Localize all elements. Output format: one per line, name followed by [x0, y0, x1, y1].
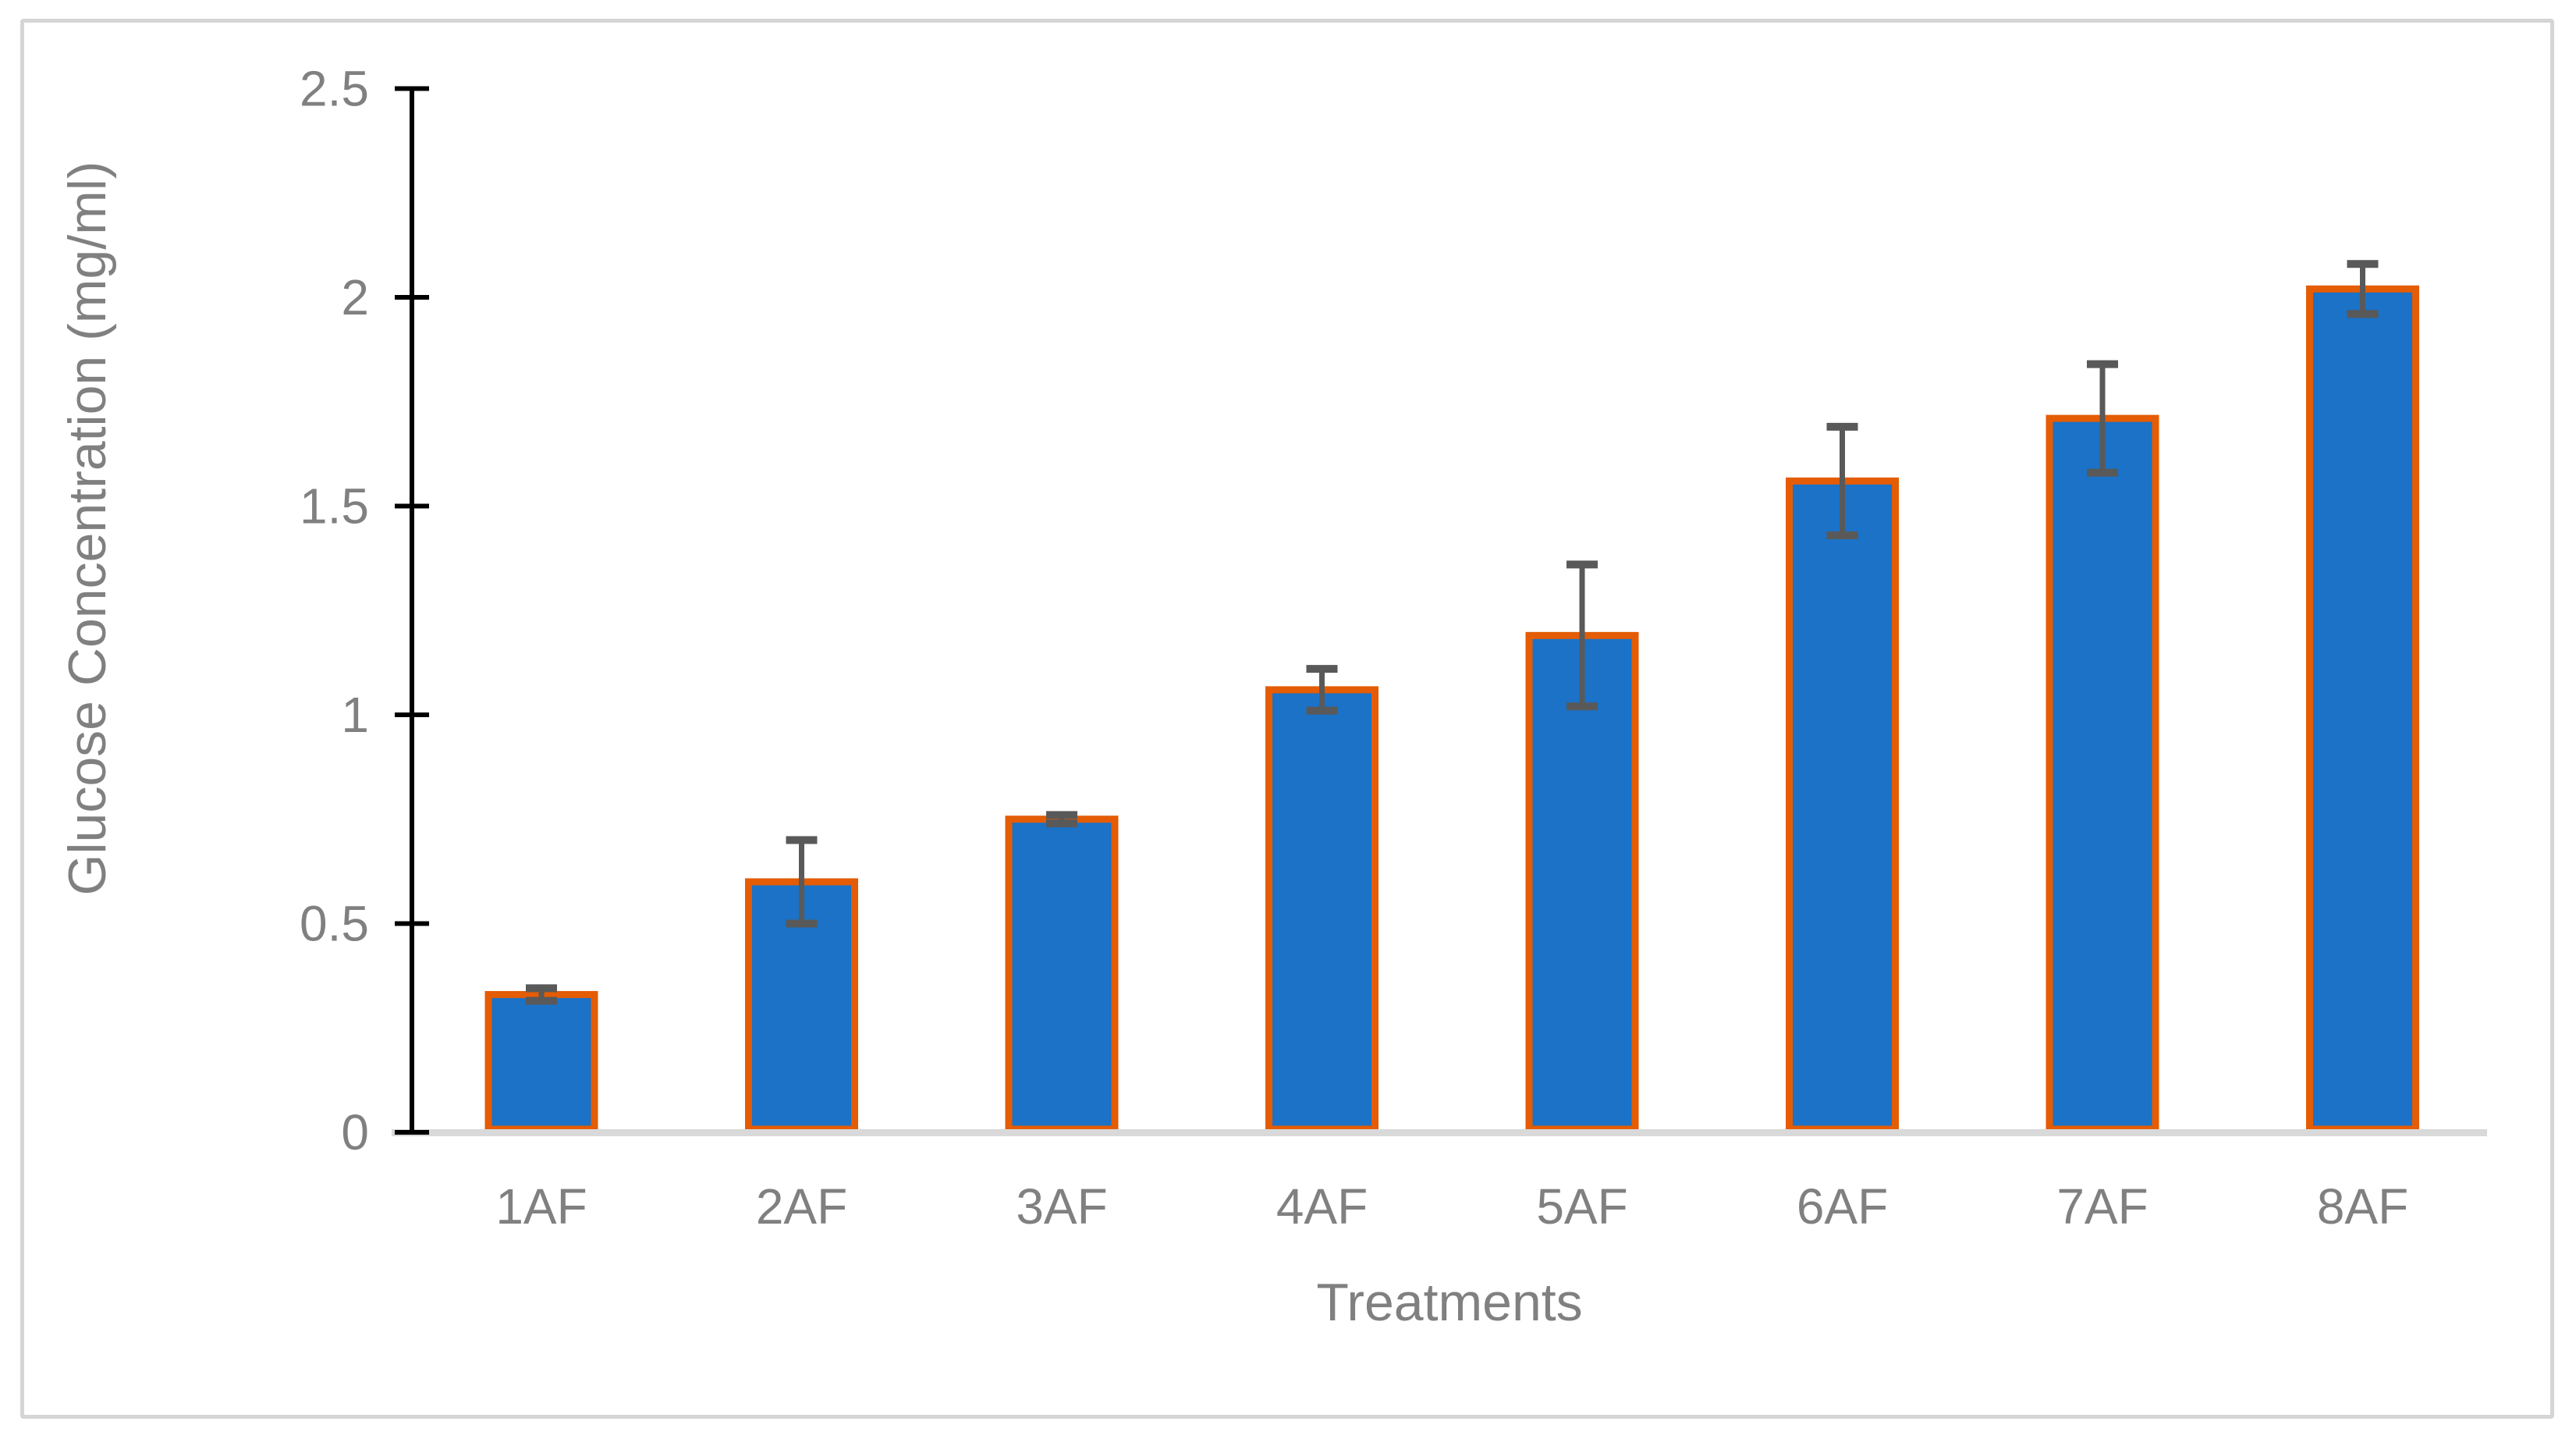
- bars-layer: [484, 285, 2419, 1133]
- x-category-label-6AF: 6AF: [1797, 1178, 1888, 1235]
- x-category-label-3AF: 3AF: [1016, 1178, 1107, 1235]
- x-category-label-5AF: 5AF: [1536, 1178, 1627, 1235]
- error-bar-5AF: [1567, 560, 1598, 711]
- error-bar-1AF: [526, 984, 557, 1005]
- bar-8AF: [2306, 285, 2419, 1133]
- y-axis-title: Glucose Concentration (mg/ml): [58, 161, 117, 895]
- y-tick-label-0: 0: [341, 1104, 369, 1160]
- x-category-label-4AF: 4AF: [1276, 1178, 1368, 1235]
- error-bar-7AF: [2087, 360, 2118, 477]
- x-category-label-7AF: 7AF: [2056, 1178, 2148, 1235]
- x-axis-title: Treatments: [1316, 1273, 1582, 1332]
- error-bar-6AF: [1826, 422, 1858, 539]
- error-bar-8AF: [2347, 260, 2379, 318]
- y-tick-labels-layer: 0 0.5 1 1.5 2 2.5: [300, 61, 369, 1161]
- x-category-labels-layer: 1AF 2AF 3AF 4AF 5AF 6AF 7AF 8AF: [495, 1178, 2408, 1235]
- y-tick-label-2.5: 2.5: [300, 61, 369, 117]
- y-tick-label-1: 1: [341, 687, 369, 743]
- x-category-label-1AF: 1AF: [495, 1178, 587, 1235]
- bar-4AF: [1265, 686, 1378, 1133]
- x-category-label-2AF: 2AF: [756, 1178, 847, 1235]
- bar-6AF: [1786, 477, 1899, 1133]
- bar-1AF: [484, 990, 598, 1133]
- x-baseline-layer: [392, 1129, 2487, 1136]
- bar-7AF: [2046, 414, 2159, 1133]
- x-axis-baseline: [392, 1129, 2487, 1136]
- y-tick-label-2: 2: [341, 269, 369, 325]
- error-bars-layer: [526, 260, 2379, 1005]
- error-bar-4AF: [1306, 665, 1338, 715]
- y-axis-layer: [395, 86, 429, 1135]
- bar-3AF: [1005, 815, 1119, 1133]
- x-category-label-8AF: 8AF: [2317, 1178, 2408, 1235]
- y-tick-label-1.5: 1.5: [300, 478, 369, 535]
- error-bar-3AF: [1046, 811, 1077, 828]
- y-tick-label-0.5: 0.5: [300, 896, 369, 952]
- error-bar-2AF: [786, 836, 818, 928]
